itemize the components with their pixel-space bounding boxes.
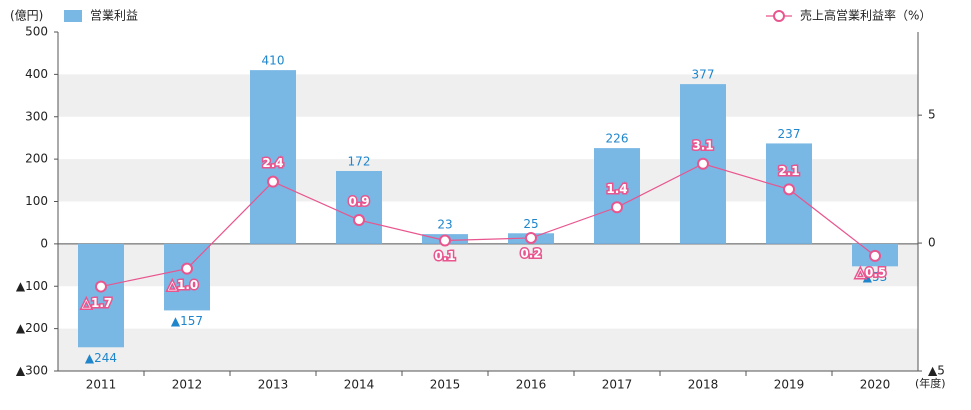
line-value-label: △1.0 [168,278,199,292]
y-tick-label: ▲300 [16,364,48,378]
bar [594,148,640,244]
line-marker [353,214,365,227]
y-tick-label: 500 [25,25,48,39]
legend-label: 営業利益 [90,9,138,23]
x-tick-label: 2017 [602,378,633,392]
x-tick-label: 2016 [516,378,547,392]
line-marker [439,234,451,247]
bar-value-label: 377 [692,68,715,82]
bar [164,243,210,311]
bar [336,170,382,244]
y-tick-label: 400 [25,67,48,81]
line-marker [267,175,279,188]
y-tick-label: ▲200 [16,321,48,335]
x-tick-label: 2012 [172,378,203,392]
y2-tick-label: ▲5 [928,364,945,378]
legend-swatch [64,10,82,22]
line-marker [95,280,107,293]
bar-value-label: ▲53 [863,270,888,284]
bar-value-label: 237 [778,127,801,141]
line-marker [697,157,709,170]
x-tick-label: 2020 [860,378,891,392]
bar-value-label: 25 [523,217,538,231]
grid-band [58,328,918,371]
line-marker [181,262,193,275]
y-tick-label: 100 [25,194,48,208]
bar [78,243,124,348]
legend-label: 売上高営業利益率（%） [800,8,931,23]
bar [250,70,296,244]
x-tick-label: 2015 [430,378,461,392]
line-marker [525,231,537,244]
line-value-label: △0.5 [856,265,887,279]
line-value-label: 0.9 [348,195,369,209]
grid-band [58,74,918,117]
line-value-label: 0.1 [434,249,455,263]
line-value-label: 3.1 [692,138,713,152]
bar-value-label: 23 [437,218,452,232]
line-value-label: 1.4 [606,182,627,196]
line-marker [869,249,881,262]
legend-marker [773,10,785,22]
x-tick-label: 2011 [86,378,117,392]
bar-value-label: ▲157 [171,314,203,328]
bar-value-label: 410 [262,54,285,68]
y-tick-label: 0 [40,236,48,250]
x-tick-label: 2014 [344,378,375,392]
y-tick-label: 300 [25,109,48,123]
line-marker [611,201,623,214]
line-value-label: 0.2 [520,246,541,260]
bar-value-label: 226 [606,132,629,146]
bar-value-label: 172 [348,154,371,168]
y-tick-label: ▲100 [16,279,48,293]
line-value-label: 2.1 [778,164,799,178]
x-axis-unit: (年度) [915,376,946,390]
line [100,163,876,288]
y2-tick-label: 5 [928,108,936,122]
x-tick-label: 2019 [774,378,805,392]
line-value-label: △1.7 [82,296,113,310]
x-tick-label: 2013 [258,378,289,392]
line-marker [783,183,795,196]
x-tick-label: 2018 [688,378,719,392]
line-value-label: 2.4 [262,156,283,170]
y-tick-label: 200 [25,152,48,166]
bar-value-label: ▲244 [85,351,117,365]
y2-tick-label: 0 [928,236,936,250]
y-axis-unit: (億円) [10,9,43,23]
